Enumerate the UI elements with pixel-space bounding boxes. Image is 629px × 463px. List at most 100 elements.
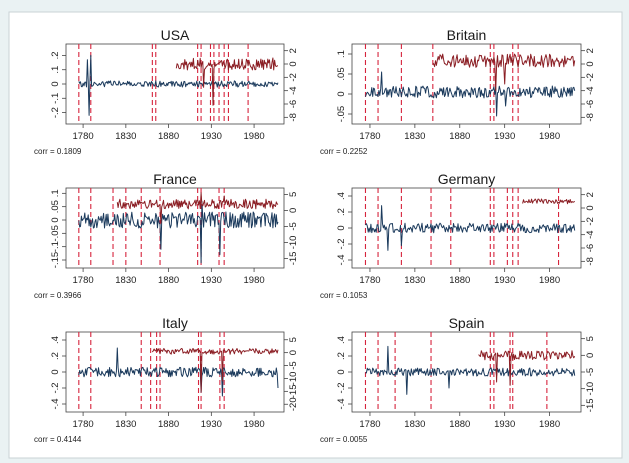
- y-tick-label-right: -10: [585, 382, 596, 396]
- y-tick-label-left: .1: [50, 189, 61, 197]
- y-tick-label-left: -.15: [50, 252, 61, 268]
- x-tick-label: 1880: [158, 419, 179, 430]
- series-line-right: [151, 348, 279, 392]
- y-tick-label-left: -.4: [50, 398, 61, 409]
- y-tick-label-right: -15: [585, 398, 596, 412]
- x-tick-label: 1880: [449, 131, 470, 142]
- y-tick-label-left: .1: [336, 50, 347, 58]
- series-line-right: [432, 53, 576, 92]
- panel-title: Spain: [449, 315, 485, 331]
- correlation-note: corr = 0.1053: [320, 291, 368, 300]
- y-tick-label-right: -2: [585, 73, 596, 81]
- x-tick-label: 1980: [244, 131, 265, 142]
- y-tick-label-left: -.05: [50, 225, 61, 241]
- correlation-note: corr = 0.4144: [34, 435, 82, 444]
- y-tick-label-left: .4: [336, 192, 347, 200]
- x-tick-label: 1930: [494, 419, 515, 430]
- y-tick-label-left: -.2: [336, 382, 347, 393]
- y-tick-label-right: -10: [288, 372, 299, 386]
- x-tick-label: 1880: [449, 419, 470, 430]
- y-tick-label-right: -4: [585, 86, 596, 94]
- x-tick-label: 1830: [115, 419, 136, 430]
- y-tick-label-left: .4: [50, 336, 61, 344]
- y-tick-label-right: -5: [585, 368, 596, 376]
- y-tick-label-right: -8: [585, 257, 596, 265]
- y-tick-label-right: -2: [585, 217, 596, 225]
- x-tick-label: 1830: [404, 419, 425, 430]
- y-tick-label-left: -.2: [50, 107, 61, 118]
- panel-title: Italy: [162, 315, 188, 331]
- y-tick-label-right: 5: [288, 337, 299, 342]
- series-line-left: [78, 200, 279, 264]
- x-tick-label: 1930: [201, 419, 222, 430]
- x-tick-label: 1980: [539, 275, 560, 286]
- y-tick-label-right: -6: [288, 100, 299, 108]
- correlation-note: corr = 0.2252: [320, 147, 368, 156]
- x-tick-label: 1930: [201, 275, 222, 286]
- series-line-right: [175, 57, 279, 106]
- y-tick-label-left: .05: [336, 67, 347, 80]
- y-tick-label-left: .2: [336, 208, 347, 216]
- x-tick-label: 1780: [73, 275, 94, 286]
- y-tick-label-left: -.4: [336, 254, 347, 265]
- y-tick-label-right: -5: [288, 222, 299, 230]
- x-tick-label: 1830: [115, 131, 136, 142]
- y-tick-label-right: 0: [585, 353, 596, 358]
- y-tick-label-left: 0: [336, 369, 347, 374]
- y-tick-label-right: 5: [585, 336, 596, 341]
- y-tick-label-left: 0: [336, 91, 347, 96]
- panel-title: Britain: [447, 27, 487, 43]
- y-tick-label-left: 0: [50, 369, 61, 374]
- y-tick-label-right: -15: [288, 384, 299, 398]
- x-tick-label: 1830: [404, 131, 425, 142]
- series-line-left: [365, 71, 576, 117]
- x-tick-label: 1930: [494, 131, 515, 142]
- series-line-right: [478, 350, 576, 386]
- y-tick-label-left: -.2: [336, 238, 347, 249]
- x-tick-label: 1980: [244, 419, 265, 430]
- panel-germany: Germany 1780 1830 1880 1930 1980 .4 .2 0 -.2 -.4 2 0…: [320, 171, 596, 300]
- panel-britain: Britain 1780 1830 1880 1930 1980 .1 .05 0 -.05 2 0 -…: [320, 27, 596, 156]
- y-tick-label-left: 0: [50, 217, 61, 222]
- y-tick-label-right: 5: [288, 192, 299, 197]
- y-tick-label-right: -20: [288, 397, 299, 411]
- y-tick-label-left: -.4: [336, 398, 347, 409]
- panel-title: USA: [161, 27, 190, 43]
- x-tick-label: 1830: [115, 275, 136, 286]
- panel-title: France: [153, 171, 197, 187]
- x-tick-label: 1830: [404, 275, 425, 286]
- y-tick-label-right: -8: [288, 113, 299, 121]
- x-tick-label: 1930: [201, 131, 222, 142]
- y-tick-label-right: 2: [585, 48, 596, 53]
- y-tick-label-right: 0: [288, 61, 299, 66]
- y-tick-label-right: -15: [288, 252, 299, 266]
- series-line-left: [78, 54, 279, 116]
- y-tick-label-left: .2: [50, 51, 61, 59]
- y-tick-label-right: 0: [288, 208, 299, 213]
- series-line-left: [365, 345, 576, 395]
- correlation-note: corr = 0.3966: [34, 291, 82, 300]
- panel-italy: Italy 1780 1830 1880 1930 1980 .4 .2 0 -.2 -.4 5 0 -5…: [34, 315, 299, 444]
- y-tick-label-right: 0: [585, 61, 596, 66]
- series-line-right: [522, 198, 576, 205]
- x-tick-label: 1780: [359, 275, 380, 286]
- series-line-right: [116, 192, 279, 224]
- x-tick-label: 1780: [73, 131, 94, 142]
- y-tick-label-left: .1: [50, 66, 61, 74]
- x-tick-label: 1880: [158, 131, 179, 142]
- y-tick-label-left: -.1: [50, 93, 61, 104]
- x-tick-label: 1780: [73, 419, 94, 430]
- x-tick-label: 1980: [539, 419, 560, 430]
- plot-area: [351, 43, 582, 125]
- x-tick-label: 1980: [539, 131, 560, 142]
- y-tick-label-left: -.1: [50, 241, 61, 252]
- y-tick-label-left: 0: [336, 225, 347, 230]
- y-tick-label-right: -5: [288, 361, 299, 369]
- series-line-left: [365, 205, 576, 251]
- y-tick-label-left: -.05: [336, 106, 347, 122]
- plot-area: [65, 187, 285, 269]
- y-tick-label-left: .2: [336, 352, 347, 360]
- y-tick-label-right: 2: [585, 192, 596, 197]
